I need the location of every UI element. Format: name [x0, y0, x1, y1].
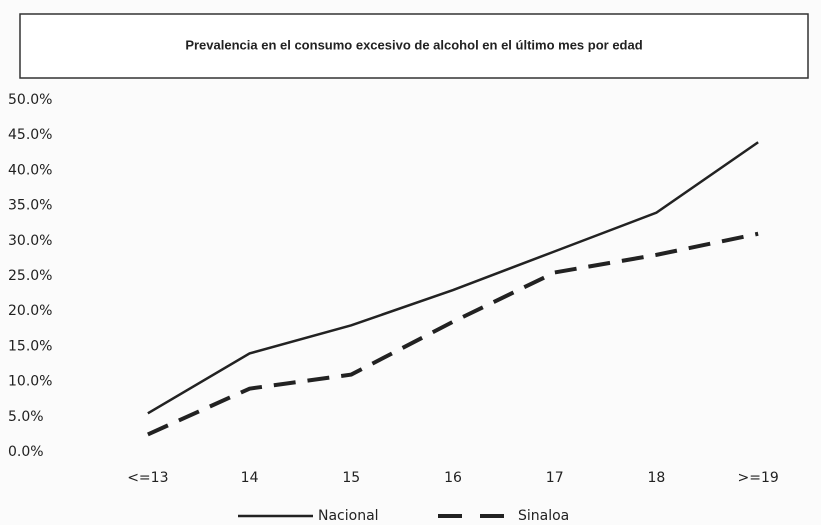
y-tick-label: 30.0% — [8, 233, 52, 249]
series-line — [147, 231, 759, 437]
y-tick-label: 35.0% — [8, 198, 52, 214]
x-tick-label: 14 — [241, 470, 259, 486]
series-line — [147, 141, 759, 415]
y-tick-label: 25.0% — [8, 268, 52, 284]
y-tick-label: 5.0% — [8, 409, 44, 425]
x-tick-label: 17 — [546, 470, 564, 486]
y-tick-label: 20.0% — [8, 303, 52, 319]
y-tick-label: 0.0% — [8, 444, 44, 460]
x-tick-label: 16 — [444, 470, 462, 486]
legend-label: Sinaloa — [518, 508, 569, 524]
x-tick-label: 15 — [342, 470, 360, 486]
legend-label: Nacional — [318, 508, 379, 524]
title-box — [19, 13, 809, 79]
y-tick-label: 45.0% — [8, 127, 52, 143]
y-tick-label: 50.0% — [8, 92, 52, 108]
y-tick-label: 10.0% — [8, 374, 52, 390]
y-tick-label: 15.0% — [8, 338, 52, 354]
x-tick-label: >=19 — [738, 470, 779, 486]
chart-title: Prevalencia en el consumo excesivo de al… — [185, 37, 642, 52]
x-tick-label: <=13 — [127, 470, 168, 486]
x-tick-label: 18 — [648, 470, 666, 486]
y-tick-label: 40.0% — [8, 162, 52, 178]
